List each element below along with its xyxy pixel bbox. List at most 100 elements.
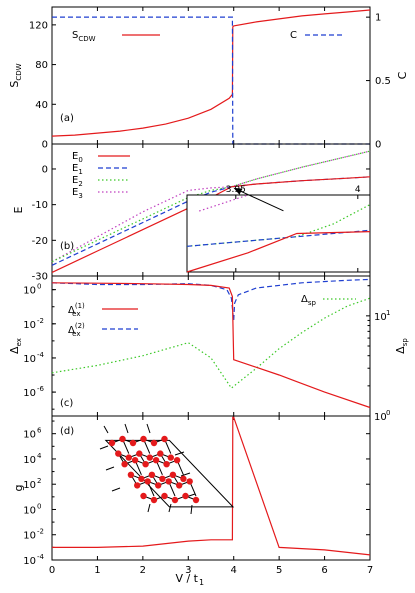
lattice-bond-edge bbox=[111, 487, 121, 492]
legend-sup: (1) bbox=[75, 302, 85, 310]
lattice-site bbox=[146, 454, 153, 461]
panel-d-tag: (d) bbox=[60, 426, 74, 437]
lattice-site bbox=[134, 482, 141, 489]
x-tick-label: 2 bbox=[140, 565, 146, 576]
lattice-site bbox=[115, 450, 122, 457]
lattice-site bbox=[167, 454, 174, 461]
series-e0 bbox=[51, 176, 371, 273]
y2-axis-label-sub: sp bbox=[401, 338, 409, 347]
y-tick-label: 10 bbox=[23, 480, 36, 491]
lattice-site bbox=[161, 492, 168, 500]
legend-e3-label: E3 bbox=[72, 187, 83, 200]
y-tick-label: 10 bbox=[23, 388, 36, 399]
lattice-site bbox=[182, 492, 189, 500]
panel-c-frame bbox=[51, 275, 371, 417]
legend-sub: 1 bbox=[78, 168, 82, 176]
y2-axis-label: C bbox=[396, 71, 409, 79]
inset-e3 bbox=[199, 194, 249, 212]
legend-e0-label: E0 bbox=[72, 151, 83, 164]
x-axis-label-sub: 1 bbox=[199, 578, 204, 587]
legend-c-label: C bbox=[290, 30, 297, 41]
series-g bbox=[52, 416, 371, 556]
y-tick-exp: 2 bbox=[37, 477, 41, 485]
y2-tick-label: 10 bbox=[374, 312, 387, 323]
x-tick-label: 6 bbox=[321, 565, 327, 576]
lattice-site bbox=[148, 471, 156, 478]
lattice-bond-edge bbox=[103, 425, 109, 434]
lattice-site bbox=[171, 496, 179, 504]
lattice-inset bbox=[99, 423, 235, 515]
x-tick-label: 3 bbox=[185, 565, 191, 576]
legend-sub: ex bbox=[72, 310, 80, 318]
x-axis: V / t 1 bbox=[175, 572, 204, 587]
y-tick-label: 10 bbox=[23, 430, 36, 441]
lattice-bond-edge bbox=[146, 423, 151, 434]
series-e2 bbox=[51, 150, 371, 263]
panel-c-tag: (c) bbox=[60, 398, 73, 409]
lattice-site bbox=[127, 471, 135, 478]
lattice-bond-edge bbox=[180, 472, 191, 477]
lattice-site bbox=[163, 461, 170, 468]
legend-e2-label: E2 bbox=[72, 175, 83, 188]
lattice-site bbox=[155, 482, 162, 489]
legend-sub: 0 bbox=[78, 156, 82, 164]
lattice-site bbox=[161, 435, 168, 443]
lattice-site bbox=[119, 435, 126, 443]
lattice-site bbox=[125, 454, 132, 461]
series-delta-ex1 bbox=[51, 282, 371, 409]
y-tick-label: -10 bbox=[32, 200, 48, 211]
legend-sub: CDW bbox=[78, 35, 95, 43]
y-tick-label: 10 bbox=[23, 320, 36, 331]
legend-e1-label: E1 bbox=[72, 163, 83, 176]
y-tick-label: 10 bbox=[23, 286, 36, 297]
lattice-site bbox=[150, 439, 158, 447]
lattice-site bbox=[136, 450, 143, 457]
y-axis-label-sub: CDW bbox=[15, 63, 23, 80]
lattice-site bbox=[108, 439, 116, 447]
y2-tick-label: 10 bbox=[374, 412, 387, 423]
y2-tick-label: 0 bbox=[375, 140, 381, 151]
inset-e0 bbox=[186, 231, 371, 273]
panel-d-frame bbox=[51, 415, 371, 561]
x-tick-label: 5 bbox=[276, 565, 282, 576]
lattice-site bbox=[176, 482, 183, 489]
lattice-site bbox=[140, 492, 147, 500]
lattice-bond-edge bbox=[124, 423, 129, 434]
legend-sub: 3 bbox=[78, 192, 82, 200]
lattice-site bbox=[169, 471, 177, 478]
y-axis-label: SCDW bbox=[8, 63, 23, 87]
legend-sub: 2 bbox=[78, 180, 82, 188]
y2-tick-exp: 1 bbox=[386, 309, 390, 317]
x-axis-label: V / t bbox=[175, 572, 198, 585]
panel-b-inset: 3.954 bbox=[186, 185, 371, 273]
y-tick-exp: 0 bbox=[37, 502, 41, 510]
y2-tick-label: 1 bbox=[375, 13, 381, 24]
lattice-site bbox=[144, 478, 151, 485]
y2-axis-label: Δsp bbox=[394, 338, 409, 354]
y-tick-exp: -4 bbox=[37, 351, 45, 359]
y-tick-label: -30 bbox=[32, 272, 48, 283]
y-axis-label: Δex bbox=[8, 338, 23, 354]
lattice-site bbox=[142, 461, 149, 468]
lattice-site bbox=[157, 450, 164, 457]
y-tick-exp: -2 bbox=[37, 317, 44, 325]
lattice-site bbox=[131, 457, 139, 464]
lattice-bond-edge bbox=[174, 451, 185, 456]
y-tick-label: -20 bbox=[32, 236, 48, 247]
y-tick-exp: -6 bbox=[37, 385, 45, 393]
lattice-bond-edge bbox=[168, 503, 172, 513]
lattice-site bbox=[121, 461, 128, 468]
series-delta-sp bbox=[51, 297, 371, 389]
lattice-site bbox=[192, 496, 200, 504]
y-tick-exp: 0 bbox=[37, 283, 41, 291]
y2-tick-exp: 0 bbox=[386, 409, 390, 417]
y-tick-exp: 4 bbox=[37, 452, 42, 460]
lattice-bond-edge bbox=[105, 466, 115, 471]
inset-frame bbox=[186, 194, 371, 273]
panel-b-tag: (b) bbox=[60, 241, 74, 252]
